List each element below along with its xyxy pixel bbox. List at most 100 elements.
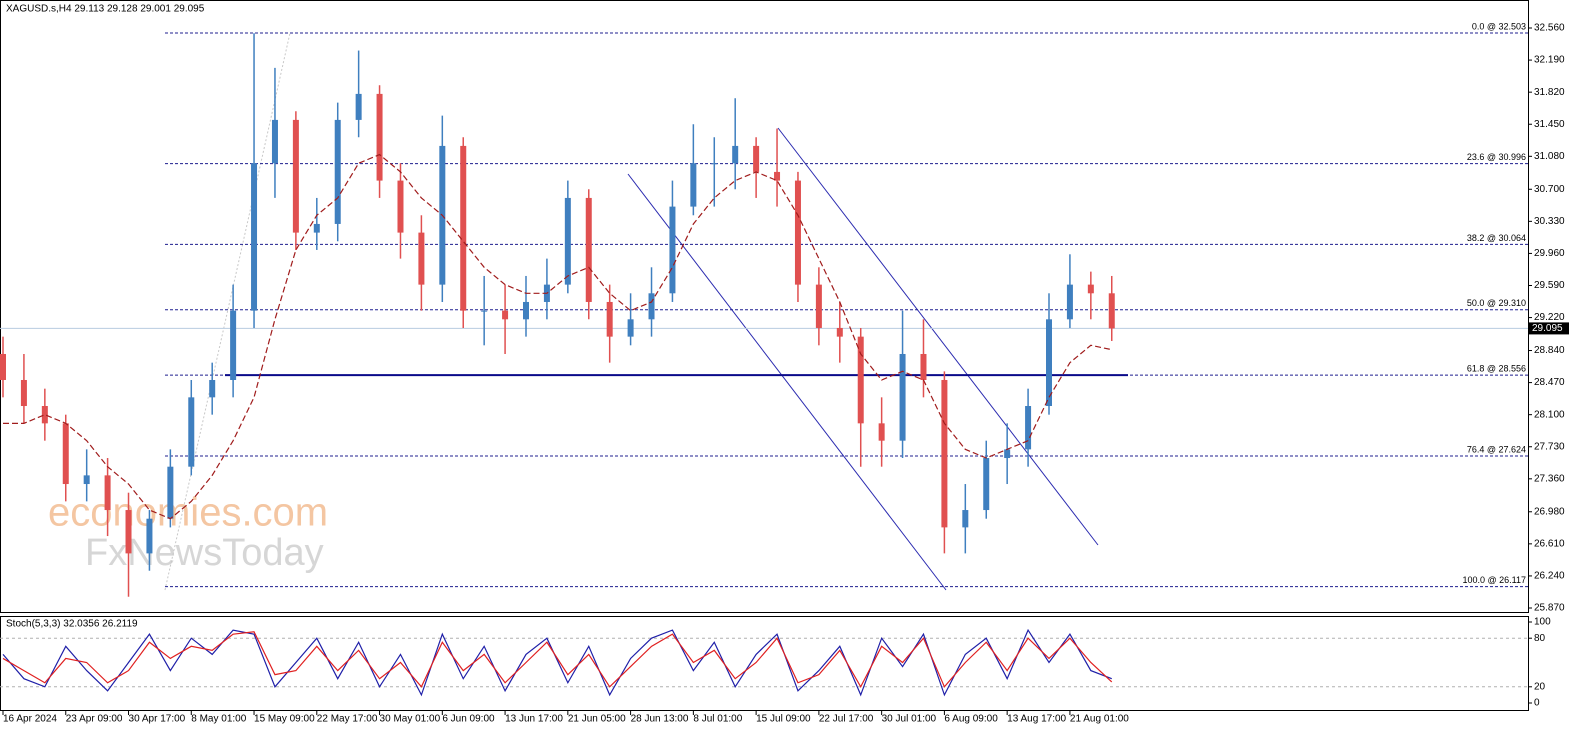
bar-body xyxy=(146,518,153,554)
watermark: economies.com xyxy=(48,491,328,535)
bar-body xyxy=(418,232,425,285)
current-price-box xyxy=(1529,322,1569,335)
bar-body xyxy=(41,406,48,424)
x-tick-label: 23 Apr 09:00 xyxy=(66,714,123,725)
fib-label: 38.2 @ 30.064 xyxy=(1467,233,1526,243)
x-tick-label: 21 Aug 01:00 xyxy=(1070,714,1129,725)
bar-body xyxy=(104,475,111,511)
bar-body xyxy=(125,510,132,554)
y-tick-label: 26.980 xyxy=(1534,506,1565,517)
fib-label: 100.0 @ 26.117 xyxy=(1462,575,1526,585)
bar-body xyxy=(794,180,801,285)
y-tick-label: 27.730 xyxy=(1534,441,1565,452)
bar-body xyxy=(690,163,697,207)
bar-body xyxy=(1046,319,1052,407)
y-tick-label: 27.360 xyxy=(1534,473,1565,484)
bar-body xyxy=(836,327,843,337)
bar-body xyxy=(857,336,864,424)
bar-body xyxy=(669,206,676,294)
current-price-label: 29.095 xyxy=(1532,323,1563,334)
bar-body xyxy=(941,379,948,528)
y-tick-label: 30.700 xyxy=(1534,184,1565,195)
stoch-panel xyxy=(0,616,1529,711)
channel-line xyxy=(627,173,947,591)
bar-body xyxy=(355,93,362,120)
fib-label: 23.6 @ 30.996 xyxy=(1467,152,1526,162)
y-tick-label: 26.240 xyxy=(1534,571,1565,582)
bar-body xyxy=(251,163,258,311)
bar-body xyxy=(313,223,320,233)
y-tick-label: 20 xyxy=(1534,681,1546,692)
bar-body xyxy=(83,475,90,485)
bar-body xyxy=(481,310,488,312)
bar-body xyxy=(0,353,6,380)
fib-label: 76.4 @ 27.624 xyxy=(1467,444,1526,454)
y-tick-label: 28.100 xyxy=(1534,409,1565,420)
x-tick-label: 22 May 17:00 xyxy=(317,714,378,725)
fib-label: 0.0 @ 32.503 xyxy=(1472,21,1526,31)
bar-body xyxy=(502,310,509,320)
bar-body xyxy=(20,379,27,407)
x-tick-label: 21 Jun 05:00 xyxy=(568,714,626,725)
bar-body xyxy=(648,293,655,320)
bar-body xyxy=(815,284,822,328)
y-tick-label: 32.190 xyxy=(1534,55,1565,66)
y-tick-label: 0 xyxy=(1534,698,1540,709)
bar-body xyxy=(920,353,927,380)
bar-body xyxy=(188,397,195,467)
y-tick-label: 29.220 xyxy=(1534,312,1565,323)
fib-label: 50.0 @ 29.310 xyxy=(1467,298,1526,308)
y-tick-label: 80 xyxy=(1534,633,1546,644)
x-tick-label: 30 Apr 17:00 xyxy=(129,714,186,725)
bar-body xyxy=(753,145,760,172)
bar-body xyxy=(460,145,467,311)
bar-body xyxy=(376,93,383,181)
x-tick-label: 16 Apr 2024 xyxy=(3,714,57,725)
bar-body xyxy=(585,197,592,302)
bar-body xyxy=(271,119,278,164)
bar-body xyxy=(397,180,404,233)
bar-body xyxy=(983,458,990,511)
x-tick-label: 6 Jun 09:00 xyxy=(442,714,495,725)
bar-body xyxy=(606,301,613,337)
y-tick-label: 29.960 xyxy=(1534,248,1565,259)
x-tick-label: 30 Jul 01:00 xyxy=(882,714,937,725)
y-tick-label: 30.330 xyxy=(1534,216,1565,227)
bar-body xyxy=(962,510,969,528)
y-tick-label: 28.840 xyxy=(1534,345,1565,356)
y-tick-label: 31.450 xyxy=(1534,119,1565,130)
bar-body xyxy=(167,466,174,519)
channel-line xyxy=(777,127,1099,546)
fib-label: 61.8 @ 28.556 xyxy=(1467,364,1526,374)
y-tick-label: 32.560 xyxy=(1534,23,1565,34)
x-tick-label: 15 May 09:00 xyxy=(254,714,315,725)
x-tick-label: 22 Jul 17:00 xyxy=(819,714,874,725)
y-tick-label: 31.820 xyxy=(1534,87,1565,98)
y-tick-label: 28.470 xyxy=(1534,377,1565,388)
y-tick-label: 31.080 xyxy=(1534,151,1565,162)
bar-body xyxy=(62,423,69,485)
bar-body xyxy=(732,145,739,164)
bar-body xyxy=(627,319,634,337)
bar-body xyxy=(334,119,341,224)
bar-body xyxy=(1004,449,1011,459)
bar-body xyxy=(209,379,216,398)
bar-body xyxy=(711,163,718,165)
bar-body xyxy=(774,171,781,181)
y-tick-label: 29.590 xyxy=(1534,280,1565,291)
stoch-line xyxy=(2,631,1113,689)
bar-body xyxy=(1108,293,1115,329)
x-tick-label: 28 Jun 13:00 xyxy=(631,714,689,725)
x-tick-label: 6 Aug 09:00 xyxy=(944,714,998,725)
watermark: FxNewsToday xyxy=(85,532,324,574)
stoch-line xyxy=(2,628,1112,697)
bar-body xyxy=(878,423,885,441)
bar-body xyxy=(1087,284,1094,294)
y-tick-label: 100 xyxy=(1534,617,1551,628)
bar-body xyxy=(899,353,906,441)
x-tick-label: 8 May 01:00 xyxy=(191,714,246,725)
x-tick-label: 8 Jul 01:00 xyxy=(693,714,742,725)
x-tick-label: 13 Jun 17:00 xyxy=(505,714,563,725)
indicator-title: Stoch(5,3,3) 32.0356 26.2119 xyxy=(6,619,138,630)
